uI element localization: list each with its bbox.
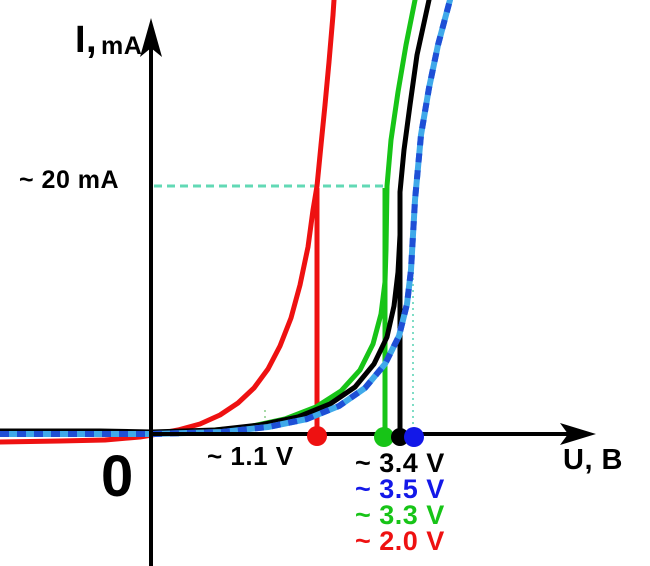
dot-green	[374, 427, 394, 447]
forward-voltage-black-label: ~ 3.4 V	[355, 448, 445, 478]
dot-red	[307, 426, 327, 446]
curve-green	[0, 0, 418, 436]
y-axis-symbol: I,	[75, 19, 98, 61]
current-20ma-label: ~ 20 mA	[19, 166, 120, 194]
x-axis-arrowhead	[560, 423, 596, 445]
origin-label: 0	[101, 444, 134, 509]
curve-red	[0, 0, 337, 445]
forward-voltage-blue-label: ~ 3.5 V	[355, 474, 445, 504]
y-axis-unit: mA	[101, 32, 143, 60]
forward-voltage-red-label: ~ 2.0 V	[355, 526, 445, 556]
x-axis-title: U, B	[563, 444, 623, 476]
threshold-voltage-label: ~ 1.1 V	[207, 441, 294, 471]
forward-voltage-green-label: ~ 3.3 V	[355, 500, 445, 530]
y-axis-arrowhead	[140, 18, 162, 57]
dot-black	[391, 428, 409, 446]
curve-black	[0, 0, 432, 435]
dot-blue	[404, 427, 424, 447]
